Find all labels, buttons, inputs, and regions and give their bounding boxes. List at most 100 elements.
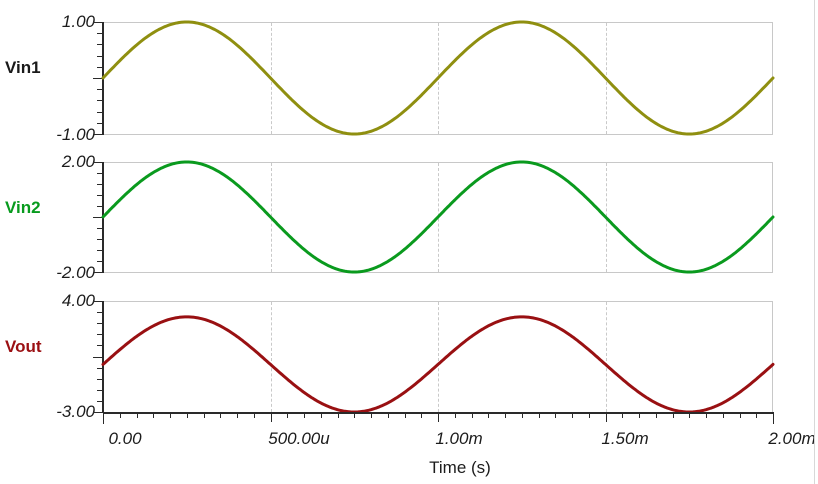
y-axis-tick — [93, 272, 102, 273]
grid-line-top — [103, 301, 773, 302]
y-axis-tick — [97, 239, 102, 240]
dashed-gridline — [606, 302, 607, 412]
y-axis-tick — [97, 323, 102, 324]
y-axis-tick — [97, 67, 102, 68]
curve-label-vin2: Vin2 — [5, 198, 41, 217]
y-axis-tick — [97, 390, 102, 391]
x-axis-major-tick — [606, 414, 607, 422]
x-axis-minor-tick — [756, 414, 757, 418]
x-axis-minor-tick — [204, 414, 205, 418]
waveform-curve-vout — [101, 315, 775, 414]
y-axis-tick — [93, 412, 102, 413]
y-axis-tick — [97, 100, 102, 101]
x-axis-minor-tick — [371, 414, 372, 418]
y-axis-tick — [97, 184, 102, 185]
y-tick-label-vin2-min: -2.00 — [56, 263, 95, 282]
y-axis-line — [102, 301, 104, 413]
y-axis-tick — [93, 301, 102, 302]
y-axis-tick — [97, 44, 102, 45]
x-axis-minor-tick — [472, 414, 473, 418]
x-axis-minor-tick — [153, 414, 154, 418]
y-axis-tick — [97, 33, 102, 34]
x-tick-label-2m: 2.00m — [768, 429, 816, 448]
x-axis-minor-tick — [137, 414, 138, 418]
grid-line-top — [103, 22, 773, 23]
x-tick-label-1-5m: 1.50m — [601, 429, 649, 448]
y-axis-tick — [97, 89, 102, 90]
y-axis-tick — [97, 345, 102, 346]
x-axis-line — [103, 412, 774, 414]
x-axis-minor-tick — [321, 414, 322, 418]
grid-line-bottom — [103, 272, 773, 273]
x-axis-major-tick — [438, 414, 439, 422]
plot-area-vout[interactable] — [93, 301, 775, 414]
x-axis-minor-tick — [354, 414, 355, 418]
y-axis-tick — [97, 379, 102, 380]
x-axis-minor-tick — [455, 414, 456, 418]
y-axis-tick — [97, 56, 102, 57]
y-axis-tick — [97, 334, 102, 335]
x-axis-minor-tick — [555, 414, 556, 418]
waveform-curve-vin2 — [101, 160, 775, 274]
x-axis-minor-tick — [522, 414, 523, 418]
x-axis-minor-tick — [656, 414, 657, 418]
y-axis-tick — [97, 195, 102, 196]
x-axis-minor-tick — [187, 414, 188, 418]
y-tick-label-vin1-max: 1.00 — [61, 12, 95, 31]
y-axis-tick — [97, 123, 102, 124]
y-axis-tick — [93, 78, 102, 79]
x-axis-title: Time (s) — [429, 458, 491, 477]
x-axis-minor-tick — [220, 414, 221, 418]
y-axis-tick — [97, 368, 102, 369]
y-tick-label-vin1-min: -1.00 — [56, 125, 95, 144]
y-axis-tick — [97, 228, 102, 229]
grid-line-bottom — [103, 134, 773, 135]
x-axis-major-tick — [773, 414, 774, 424]
curve-label-vin1: Vin1 — [5, 58, 41, 77]
y-axis-tick — [97, 250, 102, 251]
x-axis-minor-tick — [723, 414, 724, 418]
x-axis-minor-tick — [673, 414, 674, 418]
y-axis-tick — [97, 401, 102, 402]
y-axis-tick — [97, 173, 102, 174]
plot-area-vin1[interactable] — [93, 20, 775, 136]
x-axis-minor-tick — [740, 414, 741, 418]
x-axis-minor-tick — [622, 414, 623, 418]
x-axis-minor-tick — [572, 414, 573, 418]
x-axis-minor-tick — [505, 414, 506, 418]
x-axis-minor-tick — [287, 414, 288, 418]
x-axis-minor-tick — [388, 414, 389, 418]
y-axis-tick — [93, 162, 102, 163]
y-axis-tick — [93, 134, 102, 135]
grid-line-top — [103, 162, 773, 163]
x-axis-minor-tick — [338, 414, 339, 418]
y-axis-tick — [97, 112, 102, 113]
waveform-curve-vin1 — [101, 20, 775, 136]
x-axis-minor-tick — [120, 414, 121, 418]
window-right-border — [814, 0, 815, 484]
x-axis-major-tick — [103, 414, 104, 424]
dashed-gridline — [271, 302, 272, 412]
x-axis-minor-tick — [589, 414, 590, 418]
x-axis-major-tick — [271, 414, 272, 422]
y-axis-tick — [93, 217, 102, 218]
x-tick-label-1m: 1.00m — [435, 429, 483, 448]
x-axis-minor-tick — [639, 414, 640, 418]
x-axis-minor-tick — [706, 414, 707, 418]
y-axis-tick — [97, 312, 102, 313]
x-tick-label-500u: 500.00u — [268, 429, 330, 448]
y-axis-tick — [97, 206, 102, 207]
y-tick-label-vin2-max: 2.00 — [61, 152, 95, 171]
x-axis-minor-tick — [539, 414, 540, 418]
dashed-gridline — [438, 302, 439, 412]
x-axis-minor-tick — [405, 414, 406, 418]
y-axis-tick — [97, 261, 102, 262]
plot-area-vin2[interactable] — [93, 160, 775, 274]
y-axis-tick — [93, 357, 102, 358]
x-tick-label-0: 0.00 — [108, 429, 142, 448]
x-axis-minor-tick — [421, 414, 422, 418]
y-tick-label-vout-min: -3.00 — [56, 402, 95, 421]
x-axis-minor-tick — [170, 414, 171, 418]
y-tick-label-vout-max: 4.00 — [61, 291, 95, 310]
